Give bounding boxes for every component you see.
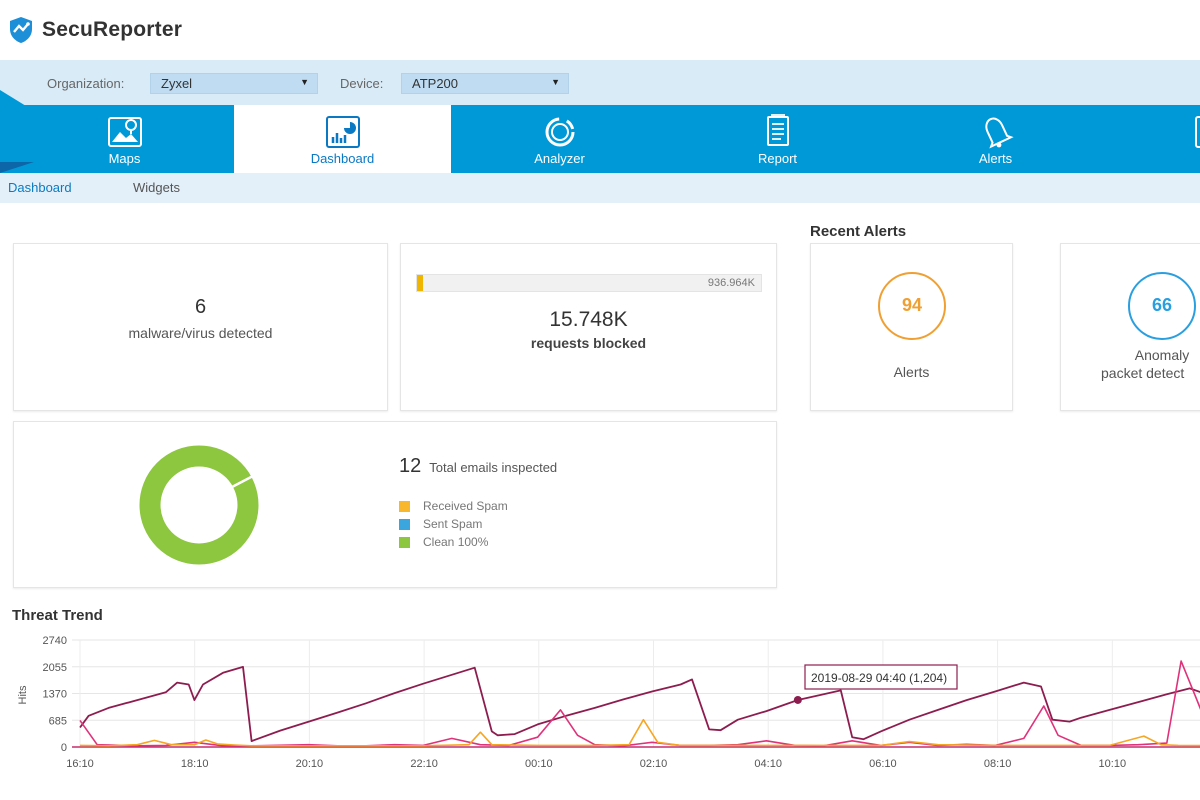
nav-more[interactable] [1105, 105, 1200, 173]
threat-trend-title: Threat Trend [12, 607, 103, 624]
series-line-2[interactable] [79, 718, 1200, 747]
decorative-flag [0, 90, 26, 106]
y-tick-label: 0 [61, 742, 67, 754]
chevron-down-icon: ▼ [300, 77, 309, 87]
y-tick-label: 1370 [43, 689, 67, 701]
x-tick-label: 04:10 [754, 758, 782, 770]
chevron-down-icon: ▼ [551, 77, 560, 87]
nav-report[interactable]: Report [669, 105, 886, 173]
subnav-dashboard[interactable]: Dashboard [8, 180, 72, 195]
alerts-value: 94 [901, 295, 923, 315]
alerts-label: Alerts [893, 364, 930, 380]
email-count: 12 [399, 455, 422, 477]
legend-swatch [399, 536, 410, 548]
legend-clean: Clean 100% [399, 535, 488, 549]
organization-label: Organization: [47, 76, 125, 91]
email-card: 12 Total emails inspected Received Spam … [13, 421, 777, 588]
device-value: ATP200 [412, 76, 459, 91]
y-axis-title: Hits [17, 685, 29, 704]
requests-label: requests blocked [530, 335, 647, 351]
tooltip-text: 2019-08-29 04:40 (1,204) [811, 671, 947, 685]
alerts-card[interactable]: 94 Alerts [810, 243, 1013, 411]
requests-progress-bar: 936.964K [416, 274, 762, 292]
x-tick-label: 06:10 [869, 758, 897, 770]
malware-label: malware/virus detected [128, 325, 273, 341]
highlight-point[interactable] [793, 695, 802, 704]
malware-card: 6 malware/virus detected [13, 243, 388, 411]
donut-clean-slice [139, 445, 259, 565]
legend-label: Received Spam [423, 499, 508, 513]
subnav-widgets[interactable]: Widgets [133, 180, 180, 195]
email-total: 12 Total emails inspected [399, 455, 557, 478]
y-axis-labels: 2740 2055 1370 685 0 [43, 635, 67, 754]
x-tick-label: 22:10 [410, 758, 438, 770]
x-tick-label: 18:10 [181, 758, 209, 770]
chart-grid [72, 639, 1200, 748]
requests-max: 936.964K [707, 277, 755, 289]
alerts-ring: 94 [878, 272, 946, 340]
decorative-flag [0, 162, 34, 173]
x-tick-label: 16:10 [66, 758, 94, 770]
nav-label: Report [757, 151, 798, 166]
nav-label: Analyzer [534, 151, 585, 166]
email-total-label: Total emails inspected [429, 460, 558, 475]
device-label: Device: [340, 76, 384, 91]
x-axis-labels: 16:10 18:10 20:10 22:10 00:10 02:10 04:10 06:10… [66, 758, 1126, 770]
sub-nav: Dashboard Widgets [0, 173, 1200, 203]
nav-label: Dashboard [310, 151, 375, 166]
analyzer-icon [545, 117, 574, 147]
tooltip-box [804, 664, 958, 690]
malware-count: 6 [194, 296, 207, 318]
requests-card: 936.964K 15.748K requests blocked [400, 243, 777, 411]
anomaly-label-line2: packet detect [1101, 365, 1185, 381]
shield-logo-icon [10, 17, 32, 43]
anomaly-label-line1: Anomaly [1134, 347, 1190, 363]
legend-sent-spam: Sent Spam [399, 517, 482, 531]
x-tick-label: 00:10 [525, 758, 553, 770]
series-line-0[interactable] [79, 666, 1200, 743]
x-tick-label: 20:10 [296, 758, 324, 770]
requests-progress-fill [417, 275, 423, 291]
app-header: SecuReporter [0, 0, 1200, 60]
dashboard-icon [325, 116, 360, 148]
y-tick-label: 2055 [43, 662, 67, 674]
requests-value: 15.748K [549, 308, 628, 331]
anomaly-value: 66 [1151, 295, 1173, 315]
nav-label: Alerts [978, 151, 1013, 166]
series-lines [79, 660, 1200, 747]
x-tick-label: 08:10 [984, 758, 1012, 770]
map-icon [107, 117, 142, 147]
recent-alerts-title: Recent Alerts [810, 223, 907, 240]
report-icon [766, 114, 789, 146]
legend-label: Clean 100% [423, 535, 489, 549]
x-tick-label: 02:10 [640, 758, 668, 770]
legend-swatch [399, 500, 410, 512]
chart-tooltip: 2019-08-29 04:40 (1,204) [804, 664, 958, 690]
anomaly-ring: 66 [1128, 272, 1196, 340]
legend-label: Sent Spam [423, 517, 483, 531]
nav-label: Maps [108, 151, 141, 166]
threat-trend-chart: 2740 2055 1370 685 0 16:10 18:10 20:10 22:10 00:… [17, 635, 1200, 770]
nav-dashboard[interactable]: Dashboard [234, 105, 451, 173]
legend-received-spam: Received Spam [399, 499, 508, 513]
x-tick-label: 10:10 [1099, 758, 1127, 770]
y-tick-label: 685 [49, 715, 67, 727]
filter-bar: Organization: Zyxel ▼ Device: ATP200 ▼ [0, 60, 1200, 105]
main-nav: Maps Dashboard Analyzer Report Alerts [0, 105, 1200, 173]
legend-swatch [399, 518, 410, 530]
anomaly-card[interactable]: 66 Anomaly packet detect [1060, 243, 1200, 411]
organization-value: Zyxel [161, 76, 193, 91]
email-donut-chart [139, 445, 259, 565]
more-icon [1195, 116, 1200, 148]
app-title: SecuReporter [42, 18, 183, 41]
nav-maps[interactable]: Maps [16, 105, 233, 173]
y-tick-label: 2740 [43, 635, 67, 647]
device-select[interactable]: ATP200 ▼ [401, 73, 569, 94]
donut-separator [231, 474, 254, 489]
bell-icon [984, 117, 1014, 149]
nav-analyzer[interactable]: Analyzer [451, 105, 668, 173]
nav-alerts[interactable]: Alerts [887, 105, 1104, 173]
organization-select[interactable]: Zyxel ▼ [150, 73, 318, 94]
